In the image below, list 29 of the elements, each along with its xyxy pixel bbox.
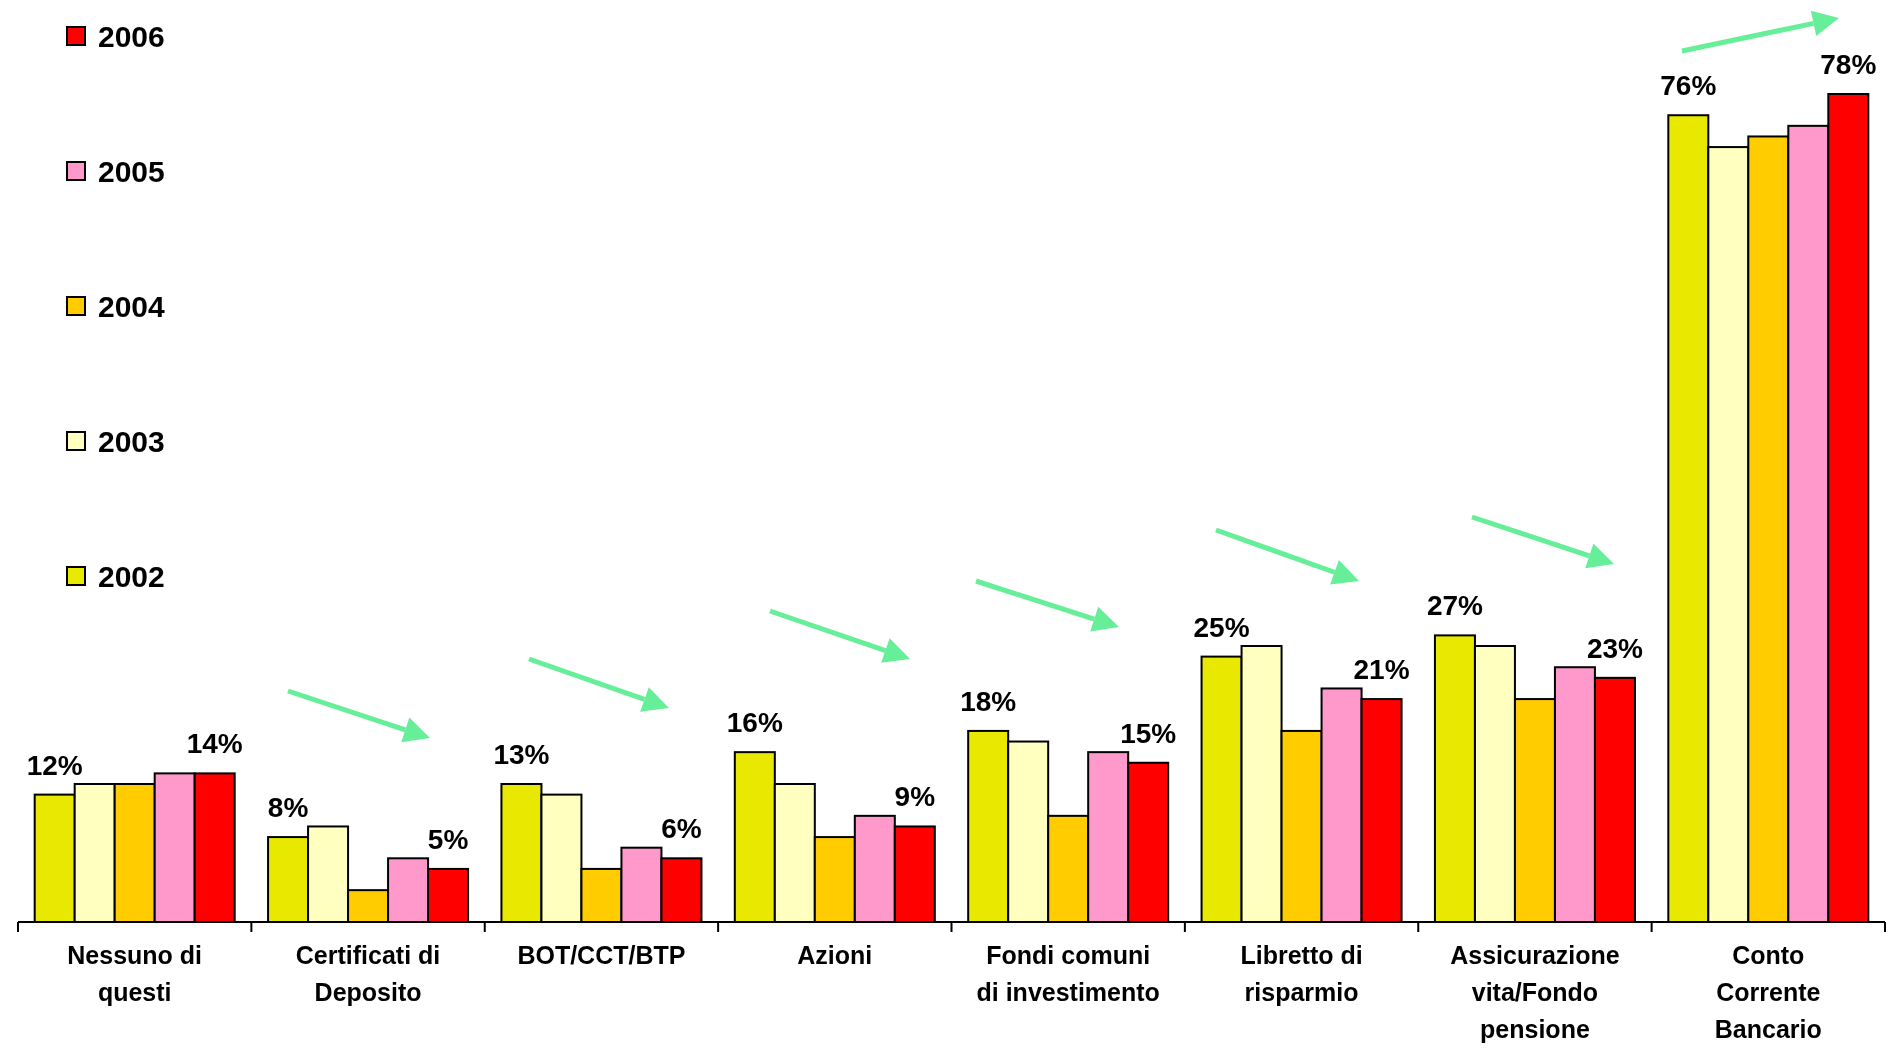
data-label: 16% <box>726 707 783 739</box>
legend-label: 2003 <box>98 425 165 458</box>
data-label: 76% <box>1660 70 1717 102</box>
legend-label: 2002 <box>98 560 165 593</box>
data-label: 18% <box>960 685 1017 717</box>
x-tick-label: Azioni <box>797 941 873 969</box>
data-label: 25% <box>1193 611 1250 643</box>
x-tick-label: BOT/CCT/BTP <box>517 941 686 969</box>
x-tick-label: Nessuno di questi <box>67 941 203 1006</box>
x-tick-label: Conto Corrente Bancario <box>1714 941 1822 1043</box>
x-tick-label: Certificati di Deposito <box>295 941 441 1006</box>
data-label: 8% <box>267 792 309 824</box>
x-tick-label: Libretto di risparmio <box>1240 941 1363 1006</box>
data-label: 78% <box>1820 49 1877 80</box>
data-label: 12% <box>26 749 83 781</box>
data-label: 6% <box>661 813 702 845</box>
data-label: 27% <box>1426 590 1484 622</box>
legend-label: 2006 <box>98 20 165 53</box>
data-label: 13% <box>493 739 550 770</box>
x-tick-label: Fondi comuni di investimento <box>976 941 1160 1006</box>
legend-label: 2004 <box>98 290 166 323</box>
data-label: 15% <box>1120 717 1177 749</box>
data-label: 5% <box>427 823 469 855</box>
data-label: 14% <box>186 728 243 760</box>
data-label: 21% <box>1353 654 1410 686</box>
legend-label: 2005 <box>98 155 165 188</box>
data-label: 9% <box>894 781 936 813</box>
x-tick-label: Assicurazione vita/Fondo pensione <box>1450 941 1620 1043</box>
data-label: 23% <box>1586 632 1644 664</box>
